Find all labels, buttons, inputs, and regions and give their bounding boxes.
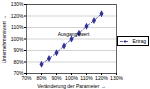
svg-text:120%: 120% bbox=[95, 75, 108, 81]
svg-text:80%: 80% bbox=[36, 75, 47, 81]
html-text:Ertrag: Ertrag bbox=[132, 38, 146, 44]
svg-text:Veränderung der Parameter →: Veränderung der Parameter → bbox=[37, 83, 105, 89]
svg-text:100%: 100% bbox=[11, 36, 24, 42]
svg-text:130%: 130% bbox=[110, 75, 123, 81]
svg-text:70%: 70% bbox=[21, 75, 32, 81]
svg-text:90%: 90% bbox=[51, 75, 62, 81]
svg-text:110%: 110% bbox=[80, 75, 93, 81]
svg-text:120%: 120% bbox=[11, 13, 24, 19]
svg-text:90%: 90% bbox=[13, 47, 24, 53]
svg-text:80%: 80% bbox=[13, 59, 24, 65]
svg-text:Ausgangswert: Ausgangswert bbox=[58, 31, 90, 37]
svg-text:110%: 110% bbox=[11, 24, 24, 30]
svg-text:Unternehmenswert →: Unternehmenswert → bbox=[1, 15, 7, 64]
svg-text:130%: 130% bbox=[11, 1, 24, 7]
svg-text:100%: 100% bbox=[65, 75, 78, 81]
svg-text:70%: 70% bbox=[13, 70, 24, 77]
